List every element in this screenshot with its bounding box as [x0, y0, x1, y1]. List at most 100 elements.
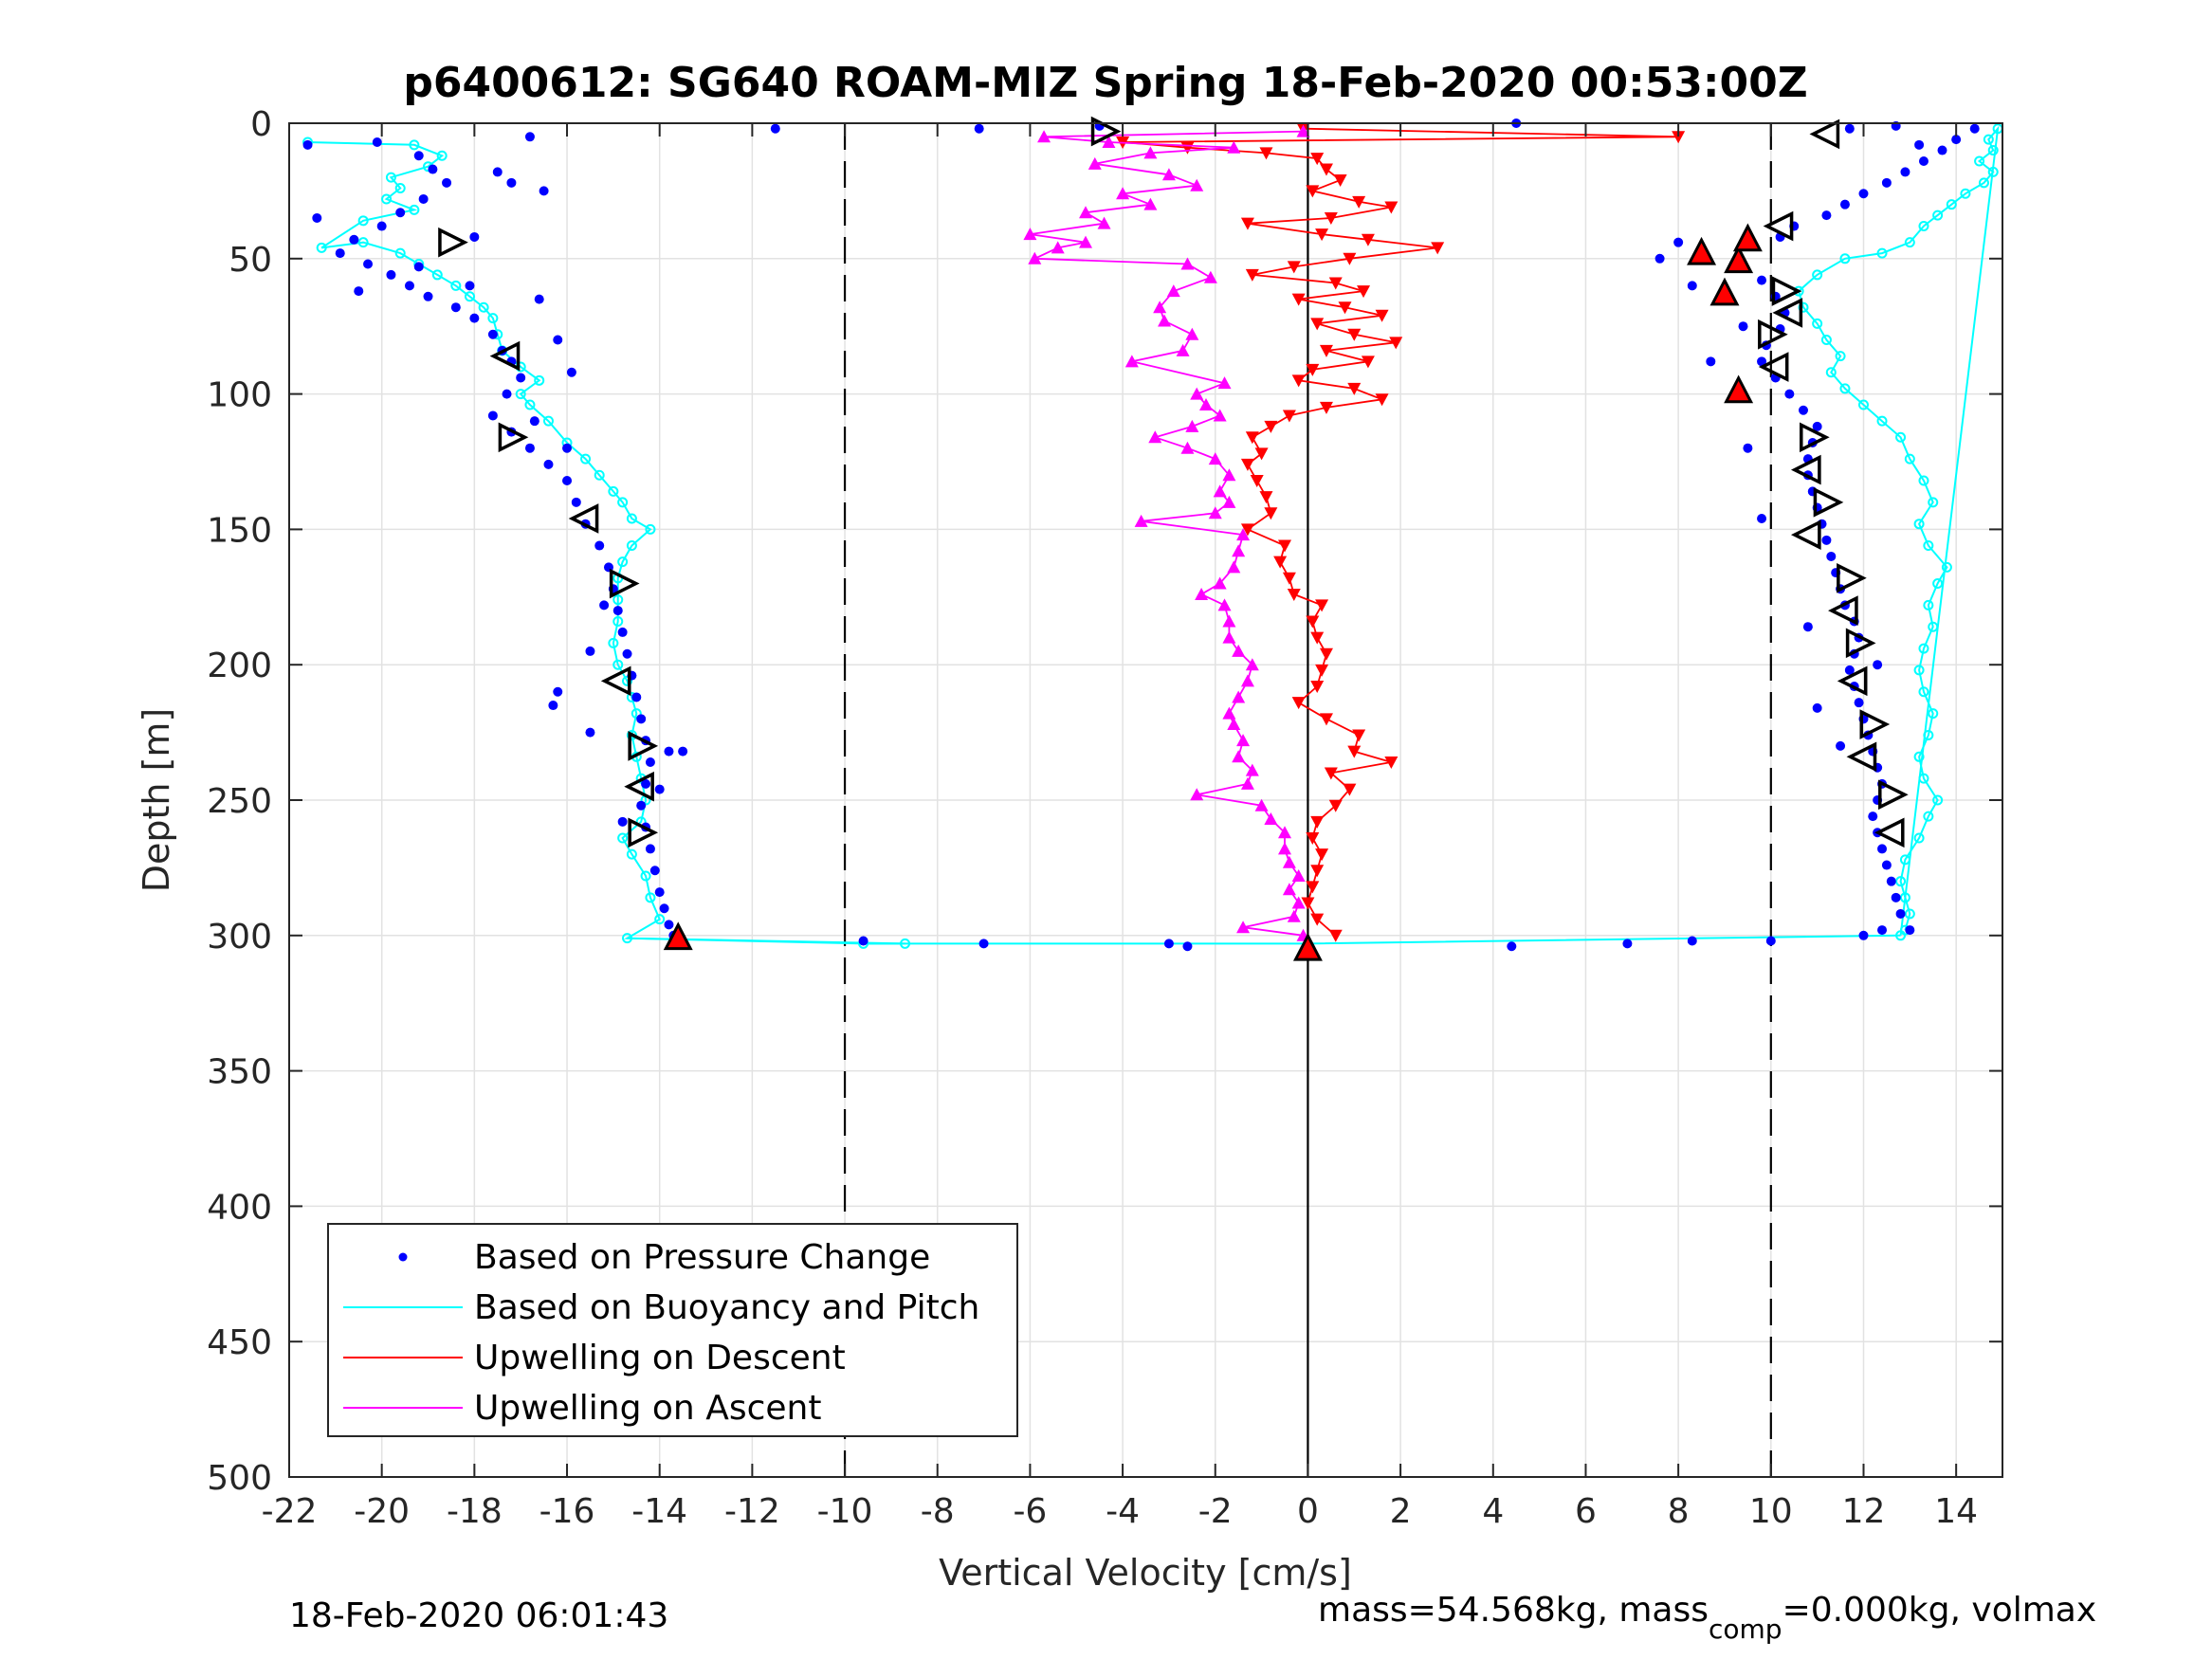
buoyancy-point: [1812, 318, 1823, 329]
ascent-upwelling-point: [1190, 387, 1204, 400]
buoyancy-point: [464, 291, 475, 302]
apogee-marker: [498, 422, 529, 453]
buoyancy-point: [645, 892, 656, 903]
apogee-marker: [1845, 628, 1876, 659]
buoyancy-point: [542, 415, 554, 427]
pressure-point: [612, 606, 623, 616]
ascent-upwelling-point: [1028, 251, 1042, 264]
ascent-upwelling-point: [1296, 124, 1310, 137]
y-axis-label: Depth [m]: [136, 708, 177, 893]
buoyancy-point: [1820, 334, 1832, 345]
x-tick-label: -12: [724, 1492, 780, 1531]
buoyancy-point: [612, 616, 624, 628]
pressure-point: [1877, 925, 1888, 936]
descent-upwelling-point: [1324, 767, 1338, 780]
y-tick-label: 200: [207, 647, 272, 685]
ascent-upwelling-point: [1213, 409, 1227, 422]
apogee-marker: [1758, 352, 1789, 382]
pressure-point: [1622, 939, 1633, 949]
buoyancy-point: [1825, 367, 1837, 378]
buoyancy-point: [1923, 599, 1934, 611]
ascent-upwelling-point: [1190, 178, 1204, 191]
descent-upwelling-point: [1431, 242, 1445, 255]
pressure-point: [553, 335, 563, 345]
pressure-point: [654, 784, 665, 794]
descent-upwelling-point: [1301, 897, 1315, 910]
pressure-point: [502, 389, 512, 399]
buoyancy-point: [608, 485, 619, 497]
x-tick-label: -10: [817, 1492, 873, 1531]
ascent-upwelling-point: [1227, 140, 1241, 154]
y-tick-label: 450: [207, 1323, 272, 1362]
buoyancy-point: [1913, 832, 1925, 844]
buoyancy-point: [357, 215, 369, 227]
descent-upwelling-point: [1306, 185, 1320, 198]
apogee-marker: [1837, 665, 1868, 697]
pressure-point: [858, 936, 868, 946]
buoyancy-point: [1918, 475, 1929, 486]
ascent-upwelling-point: [1264, 811, 1278, 825]
apogee-marker: [1090, 116, 1122, 147]
ascent-upwelling-point: [1116, 187, 1130, 200]
ascent-upwelling-point: [1217, 598, 1232, 611]
pressure-point: [1765, 936, 1776, 946]
buoyancy-point: [1904, 237, 1915, 248]
apogee-marker: [1800, 422, 1830, 453]
pressure-point: [566, 367, 576, 377]
apogee-marker: [624, 771, 654, 802]
apogee-marker: [1846, 741, 1877, 773]
buoyancy-point: [1913, 519, 1925, 530]
ascent-upwelling-point: [1287, 909, 1301, 922]
buoyancy-point: [450, 280, 462, 291]
x-tick-label: 10: [1749, 1492, 1793, 1531]
pressure-point: [487, 410, 498, 421]
buoyancy-point: [524, 399, 536, 410]
descent-upwelling-point: [1389, 337, 1403, 350]
buoyancy-point: [1983, 134, 1994, 145]
buoyancy-point: [1918, 221, 1929, 232]
ascent-upwelling-point: [1153, 301, 1167, 314]
buoyancy-point: [631, 708, 642, 720]
pressure-point: [1687, 281, 1697, 291]
apogee-marker: [1763, 210, 1794, 242]
descent-upwelling-point: [1319, 713, 1333, 726]
x-tick-label: 2: [1390, 1492, 1412, 1531]
ascent-upwelling-point: [1143, 197, 1158, 210]
pressure-point: [413, 151, 424, 161]
pressure-point: [562, 443, 573, 453]
descent-upwelling-point: [1254, 447, 1269, 461]
ascent-upwelling-point: [1161, 168, 1176, 181]
pressure-point: [659, 903, 669, 914]
pressure-point: [1812, 421, 1822, 431]
ascent-upwelling-point: [1236, 734, 1251, 747]
buoyancy-point: [900, 938, 911, 949]
pressure-point: [1858, 189, 1869, 199]
event-marker: [1292, 932, 1323, 961]
event-marker: [1732, 223, 1763, 252]
legend-label: Upwelling on Descent: [474, 1339, 846, 1377]
pressure-point: [492, 167, 503, 177]
ascent-upwelling-point: [1245, 658, 1259, 671]
descent-upwelling-point: [1259, 491, 1273, 504]
descent-upwelling-point: [1328, 799, 1343, 812]
pressure-point: [395, 208, 406, 218]
ascent-upwelling-point: [1222, 630, 1236, 644]
buoyancy-point: [654, 914, 666, 925]
footer-mass-info: mass=54.568kg, masscomp=0.000kg, volmax: [1318, 1591, 2096, 1645]
legend-swatch: [398, 1252, 408, 1262]
ascent-upwelling-point: [1236, 921, 1251, 934]
buoyancy-point: [1923, 729, 1934, 740]
buoyancy-point: [640, 870, 651, 882]
pressure-point: [1757, 513, 1767, 523]
pressure-point: [1844, 665, 1855, 675]
pressure-point: [543, 459, 554, 469]
ascent-upwelling-line: [1030, 130, 1304, 937]
descent-upwelling-point: [1375, 393, 1389, 407]
ascent-upwelling-point: [1217, 376, 1232, 390]
descent-upwelling-point: [1264, 507, 1278, 520]
buoyancy-point: [1932, 578, 1944, 590]
reference-lines: [843, 123, 1772, 1477]
ascent-upwelling-point: [1208, 506, 1222, 520]
pressure-point: [506, 177, 517, 188]
buoyancy-line-descent: [307, 141, 905, 945]
